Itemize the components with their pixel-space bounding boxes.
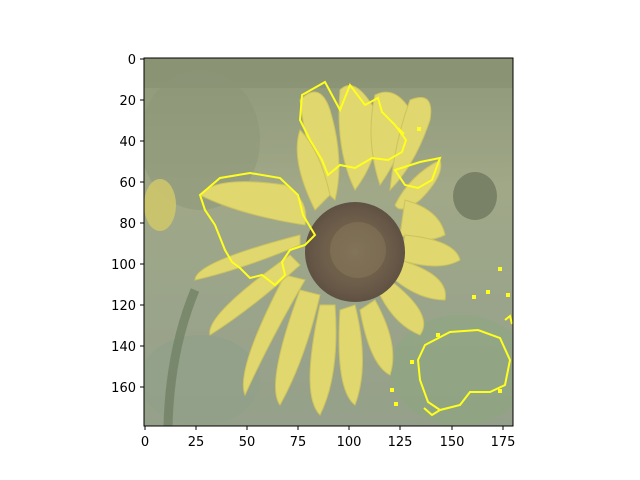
contour-overlay: [198, 80, 513, 417]
contour-specks: [390, 127, 510, 406]
x-tick-label: 100: [337, 435, 362, 450]
y-tick-label: 20: [119, 94, 136, 109]
sunflower-center: [305, 202, 405, 302]
background-bud: [453, 172, 497, 220]
y-tick-label: 140: [111, 340, 136, 355]
image-fade-overlay: [144, 58, 513, 426]
y-tick-label: 0: [128, 53, 136, 68]
y-tick-label: 120: [111, 299, 136, 314]
y-axis: [140, 58, 144, 388]
x-tick-label: 175: [491, 435, 516, 450]
y-tick-label: 60: [119, 176, 136, 191]
axes-frame: [143, 57, 514, 427]
x-tick-label: 125: [388, 435, 413, 450]
sunflower-image: [144, 58, 513, 426]
x-axis: [144, 426, 504, 430]
flower-stem: [163, 288, 200, 426]
background-leaves-bottom-right: [390, 315, 513, 425]
y-tick-label: 80: [119, 217, 136, 232]
y-tick-label: 40: [119, 135, 136, 150]
sunflower-center-inner: [330, 222, 386, 278]
x-tick-label: 75: [290, 435, 307, 450]
x-tick-label: 50: [239, 435, 256, 450]
x-tick-label: 150: [440, 435, 465, 450]
x-tick-label: 0: [141, 435, 149, 450]
y-tick-label: 160: [111, 381, 136, 396]
background-foliage-left: [144, 70, 260, 210]
x-tick-label: 25: [188, 435, 205, 450]
y-tick-label: 100: [111, 258, 136, 273]
background-side-flower: [144, 179, 176, 231]
